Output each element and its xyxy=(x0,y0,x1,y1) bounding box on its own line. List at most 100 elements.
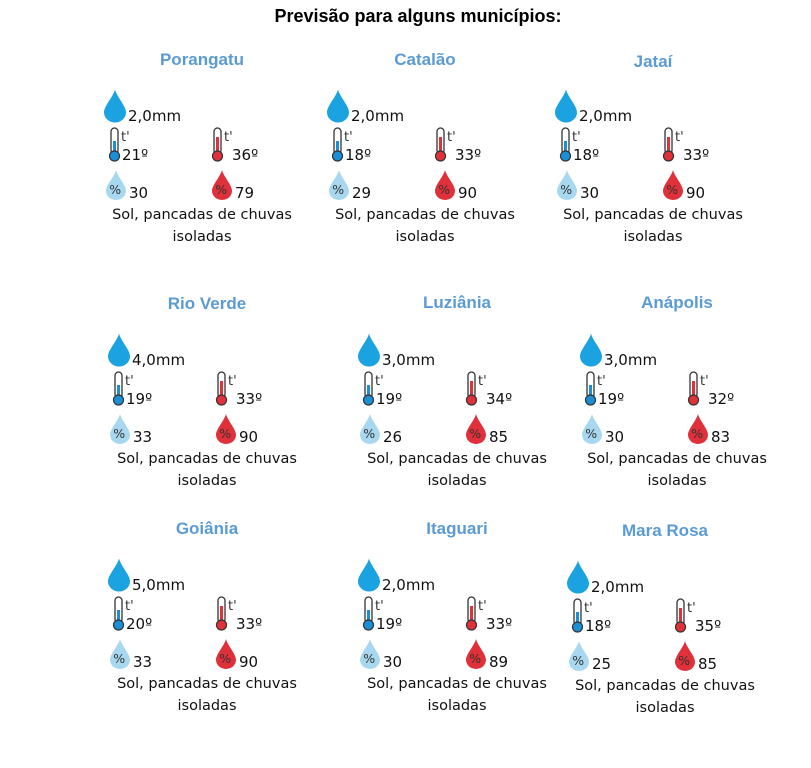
description-line-1: Sol, pancadas de chuvas xyxy=(335,207,515,223)
thermometer-hot-icon: t' xyxy=(434,127,460,168)
svg-text:%: % xyxy=(215,182,227,197)
rain-drop-icon xyxy=(108,332,130,373)
temp-min: 19º xyxy=(598,390,625,408)
thermometer-hot-icon: t' xyxy=(662,127,688,168)
thermometer-cold-icon: t' xyxy=(112,596,138,637)
rain-drop-icon xyxy=(555,88,577,129)
svg-text:t': t' xyxy=(228,374,237,389)
svg-text:%: % xyxy=(469,651,481,666)
rain-drop-icon xyxy=(580,332,602,373)
humidity-min-icon: % xyxy=(329,168,349,207)
rain-drop-icon xyxy=(327,88,349,129)
svg-text:%: % xyxy=(560,182,572,197)
humidity-min: 25 xyxy=(592,655,612,673)
city-name: Itaguari xyxy=(426,519,488,538)
thermometer-cold-icon: t' xyxy=(362,371,388,412)
svg-text:%: % xyxy=(219,426,231,441)
svg-text:t': t' xyxy=(597,374,606,389)
forecast-description: Sol, pancadas de chuvas isoladas xyxy=(87,448,327,492)
svg-text:t': t' xyxy=(228,599,237,614)
temp-max: 33º xyxy=(236,390,263,408)
description-line-1: Sol, pancadas de chuvas xyxy=(367,451,547,467)
rain-drop-icon xyxy=(567,559,589,600)
svg-text:%: % xyxy=(332,182,344,197)
description-line-2: isoladas xyxy=(172,229,232,245)
thermometer-hot-icon: t' xyxy=(687,371,713,412)
humidity-max-icon: % xyxy=(688,412,708,451)
city-name: Rio Verde xyxy=(167,294,247,313)
forecast-description: Sol, pancadas de chuvas isoladas xyxy=(82,204,322,248)
rain-drop-icon xyxy=(358,557,380,598)
thermometer-cold-icon: t' xyxy=(584,371,610,412)
svg-text:%: % xyxy=(666,182,678,197)
humidity-min-icon: % xyxy=(557,168,577,207)
city-name: Porangatu xyxy=(159,50,245,69)
humidity-max-icon: % xyxy=(212,168,232,207)
rain-amount: 3,0mm xyxy=(604,351,658,369)
temp-min: 18º xyxy=(345,146,372,164)
humidity-max: 89 xyxy=(489,653,509,671)
forecast-description: Sol, pancadas de chuvas isoladas xyxy=(305,204,545,248)
svg-text:%: % xyxy=(113,651,125,666)
humidity-max-icon: % xyxy=(466,637,486,676)
temp-max: 36º xyxy=(232,146,259,164)
temp-max: 33º xyxy=(486,615,513,633)
humidity-min: 29 xyxy=(352,184,372,202)
thermometer-hot-icon: t' xyxy=(215,596,241,637)
humidity-max-icon: % xyxy=(216,412,236,451)
humidity-min-icon: % xyxy=(582,412,602,451)
svg-text:%: % xyxy=(219,651,231,666)
thermometer-cold-icon: t' xyxy=(112,371,138,412)
description-line-2: isoladas xyxy=(427,473,487,489)
humidity-min: 33 xyxy=(133,428,153,446)
thermometer-cold-icon: t' xyxy=(108,127,134,168)
description-line-1: Sol, pancadas de chuvas xyxy=(367,676,547,692)
temp-min: 19º xyxy=(376,615,403,633)
svg-text:t': t' xyxy=(584,601,593,616)
description-line-2: isoladas xyxy=(395,229,455,245)
thermometer-hot-icon: t' xyxy=(211,127,237,168)
forecast-description: Sol, pancadas de chuvas isoladas xyxy=(337,448,577,492)
rain-amount: 4,0mm xyxy=(132,351,186,369)
humidity-max: 83 xyxy=(711,428,731,446)
city-name: Goiânia xyxy=(175,519,239,538)
svg-text:%: % xyxy=(572,653,584,668)
humidity-min-icon: % xyxy=(569,639,589,678)
description-line-2: isoladas xyxy=(623,229,683,245)
rain-drop-icon xyxy=(104,88,126,129)
rain-amount: 2,0mm xyxy=(128,107,182,125)
humidity-min: 26 xyxy=(383,428,403,446)
forecast-description: Sol, pancadas de chuvas isoladas xyxy=(557,448,797,492)
rain-amount: 3,0mm xyxy=(382,351,436,369)
temp-min: 19º xyxy=(376,390,403,408)
svg-text:t': t' xyxy=(375,599,384,614)
description-line-2: isoladas xyxy=(635,700,695,716)
thermometer-cold-icon: t' xyxy=(559,127,585,168)
thermometer-hot-icon: t' xyxy=(215,371,241,412)
temp-max: 33º xyxy=(683,146,710,164)
humidity-max: 85 xyxy=(698,655,718,673)
description-line-1: Sol, pancadas de chuvas xyxy=(117,676,297,692)
thermometer-hot-icon: t' xyxy=(674,598,700,639)
humidity-min-icon: % xyxy=(360,637,380,676)
svg-text:%: % xyxy=(438,182,450,197)
forecast-description: Sol, pancadas de chuvas isoladas xyxy=(533,204,773,248)
city-name: Mara Rosa xyxy=(622,521,708,540)
temp-min: 21º xyxy=(122,146,149,164)
description-line-1: Sol, pancadas de chuvas xyxy=(575,678,755,694)
forecast-description: Sol, pancadas de chuvas isoladas xyxy=(87,673,327,717)
temp-min: 18º xyxy=(585,617,612,635)
thermometer-cold-icon: t' xyxy=(362,596,388,637)
thermometer-hot-icon: t' xyxy=(465,596,491,637)
description-line-2: isoladas xyxy=(647,473,707,489)
description-line-1: Sol, pancadas de chuvas xyxy=(563,207,743,223)
humidity-max-icon: % xyxy=(216,637,236,676)
svg-text:t': t' xyxy=(224,130,233,145)
humidity-min: 33 xyxy=(133,653,153,671)
svg-text:%: % xyxy=(691,426,703,441)
svg-text:t': t' xyxy=(572,130,581,145)
temp-max: 33º xyxy=(455,146,482,164)
svg-text:%: % xyxy=(363,426,375,441)
temp-min: 20º xyxy=(126,615,153,633)
svg-text:t': t' xyxy=(121,130,130,145)
